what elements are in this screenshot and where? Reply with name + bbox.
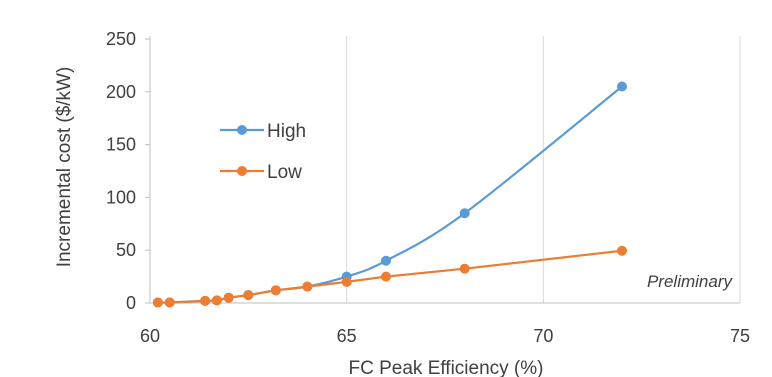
axes: 0 50 100 150 200 250 60 65 70 75 <box>106 29 750 346</box>
legend-label-high: High <box>267 121 306 142</box>
y-axis-title: Incremental cost ($/kW) <box>54 67 75 268</box>
data-point-low <box>381 271 391 282</box>
data-point-low <box>211 295 222 306</box>
x-tick-label: 65 <box>337 326 357 346</box>
legend-label-low: Low <box>267 162 302 183</box>
y-tick-label: 150 <box>106 135 136 155</box>
preliminary-annotation: Preliminary <box>647 272 734 291</box>
y-tick-label: 200 <box>106 82 136 102</box>
data-point-low <box>302 281 313 292</box>
x-tick-label: 70 <box>533 326 553 346</box>
x-tick-label: 75 <box>730 326 750 346</box>
data-point-low <box>341 276 352 287</box>
data-point-high <box>381 255 391 266</box>
data-point-low <box>243 290 254 301</box>
y-tick-label: 100 <box>106 187 136 207</box>
data-point-high <box>459 208 470 219</box>
legend-marker-high <box>237 125 247 135</box>
legend-item-high: High <box>220 121 306 142</box>
data-point-low <box>152 297 163 308</box>
y-tick-label: 0 <box>126 293 136 313</box>
legend: High Low <box>220 121 306 183</box>
data-point-low <box>164 297 175 308</box>
data-point-low <box>200 295 211 306</box>
data-point-low <box>617 245 627 256</box>
series-low <box>152 245 627 308</box>
x-axis-title: FC Peak Efficiency (%) <box>349 358 544 377</box>
legend-item-low: Low <box>220 162 302 183</box>
y-tick-label: 250 <box>106 29 136 49</box>
x-tick-label: 60 <box>140 326 160 346</box>
data-point-high <box>617 81 627 92</box>
series-line-low <box>157 249 623 304</box>
legend-marker-low <box>237 166 247 176</box>
data-point-low <box>459 263 470 274</box>
series-layer <box>152 81 627 308</box>
data-point-low <box>270 285 281 296</box>
gridlines <box>346 36 741 303</box>
data-point-low <box>223 292 234 303</box>
y-tick-label: 50 <box>116 240 136 260</box>
